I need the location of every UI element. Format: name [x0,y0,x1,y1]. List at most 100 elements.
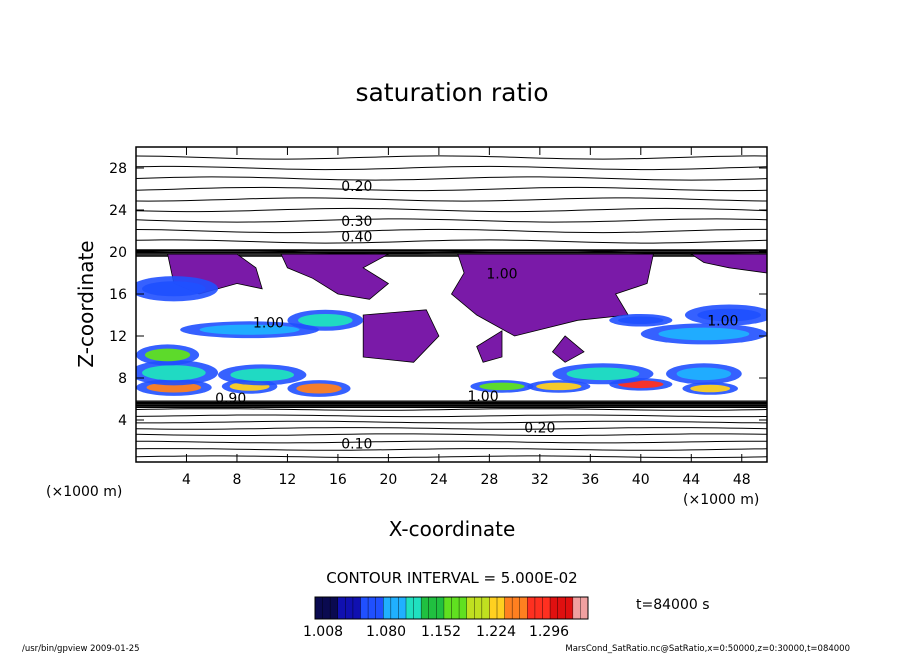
x-tick-label: 48 [733,472,751,488]
supersaturated-region [362,309,440,363]
colorbar-cell [519,597,528,619]
colorbar-cell [489,597,498,619]
colorbar-cell [474,597,483,619]
colorbar-cell [466,597,475,619]
colorbar-cell [459,597,468,619]
contour-line [136,207,767,213]
contour-line [136,239,767,244]
cloud-band [690,384,731,393]
cloud-band [479,382,525,391]
y-axis-label: Z-coordinate [74,240,98,367]
colorbar-cell [360,597,369,619]
colorbar-tick-label: 1.080 [366,624,406,640]
contour-line [136,455,767,459]
colorbar-cell [527,597,536,619]
x-tick-label: 36 [581,472,599,488]
contour-line [136,427,767,430]
colorbar-cell [504,597,513,619]
contour-label: 1.00 [467,389,498,405]
contour-line [136,186,767,192]
cloud-band [146,382,202,393]
cloud-band [676,367,732,381]
x-tick-label: 28 [480,472,498,488]
y-tick-label: 24 [109,203,127,219]
cloud-band [144,348,191,362]
colorbar-cell [375,597,384,619]
contour-label: 0.40 [341,230,372,246]
cloud-band [566,367,640,381]
colorbar-cell [337,597,346,619]
contour-line [136,165,767,171]
colorbar-cell [565,597,574,619]
supersaturated-region [280,253,390,300]
colorbar-tick-label: 1.296 [529,624,569,640]
contour-label: 0.30 [341,214,372,230]
colorbar-cell [345,597,354,619]
y-tick-label: 12 [109,329,127,345]
supersaturated-region [450,253,654,337]
x-tick-label: 8 [232,472,241,488]
cloud-band [697,308,761,322]
colorbar-cell [330,597,339,619]
contour-line [136,155,767,160]
colorbar-cell [368,597,377,619]
x-tick-label: 16 [329,472,347,488]
colorbar-cell [398,597,407,619]
contour-label: 1.00 [707,314,738,330]
colorbar-cell [497,597,506,619]
colorbar-cell [550,597,559,619]
footer-right: MarsCond_SatRatio.nc@SatRatio,x=0:50000,… [565,644,850,654]
plot-frame [135,146,768,463]
contour-line [136,228,767,234]
chart-title: saturation ratio [355,78,548,107]
cloud-band [298,313,353,327]
cloud-band [199,324,300,335]
colorbar-cell [315,597,324,619]
colorbar-cell [383,597,392,619]
colorbar: 1.008 1.080 1.152 1.224 1.296 [303,596,589,640]
y-unit-note: (×1000 m) [46,484,122,500]
colorbar-cell [580,597,589,619]
cloud-band [142,365,206,381]
cloud-band [230,368,295,382]
time-label: t=84000 s [636,597,710,613]
contour-label: 0.10 [341,436,372,452]
contour-line [136,448,767,451]
x-axis-label: X-coordinate [389,517,516,541]
x-tick-label: 32 [531,472,549,488]
contour-line [136,218,767,223]
x-tick-label: 24 [430,472,448,488]
contour-line [136,420,767,424]
y-tick-label: 4 [118,413,127,429]
supersaturated-region [476,330,503,363]
colorbar-cell [534,597,543,619]
contour-label: 0.20 [341,179,372,195]
y-tick-label: 16 [109,287,127,303]
x-unit-note: (×1000 m) [683,492,759,508]
colorbar-cell [451,597,460,619]
colorbar-tick-label: 1.224 [476,624,516,640]
colorbar-cell [428,597,437,619]
contour-line [136,414,767,418]
x-tick-label: 40 [632,472,650,488]
colorbar-cell [557,597,566,619]
contour-line [136,176,767,181]
colorbar-cell [322,597,331,619]
x-axis: 4 8 12 16 20 24 28 32 36 40 44 48 [182,147,751,488]
colorbar-cell [542,597,551,619]
y-tick-label: 8 [118,371,127,387]
y-axis: 4 8 12 16 20 24 28 [109,161,767,429]
colorbar-cell [390,597,399,619]
contour-line [136,197,767,202]
colorbar-tick-label: 1.152 [421,624,461,640]
x-tick-label: 20 [379,472,397,488]
x-tick-label: 4 [182,472,191,488]
colorbar-cell [572,597,581,619]
contour-label: 1.00 [486,266,517,282]
colorbar-cell [481,597,490,619]
contour-line [136,408,767,411]
y-tick-label: 20 [109,245,127,261]
cloud-band [536,382,582,391]
cloud-band [658,327,750,341]
